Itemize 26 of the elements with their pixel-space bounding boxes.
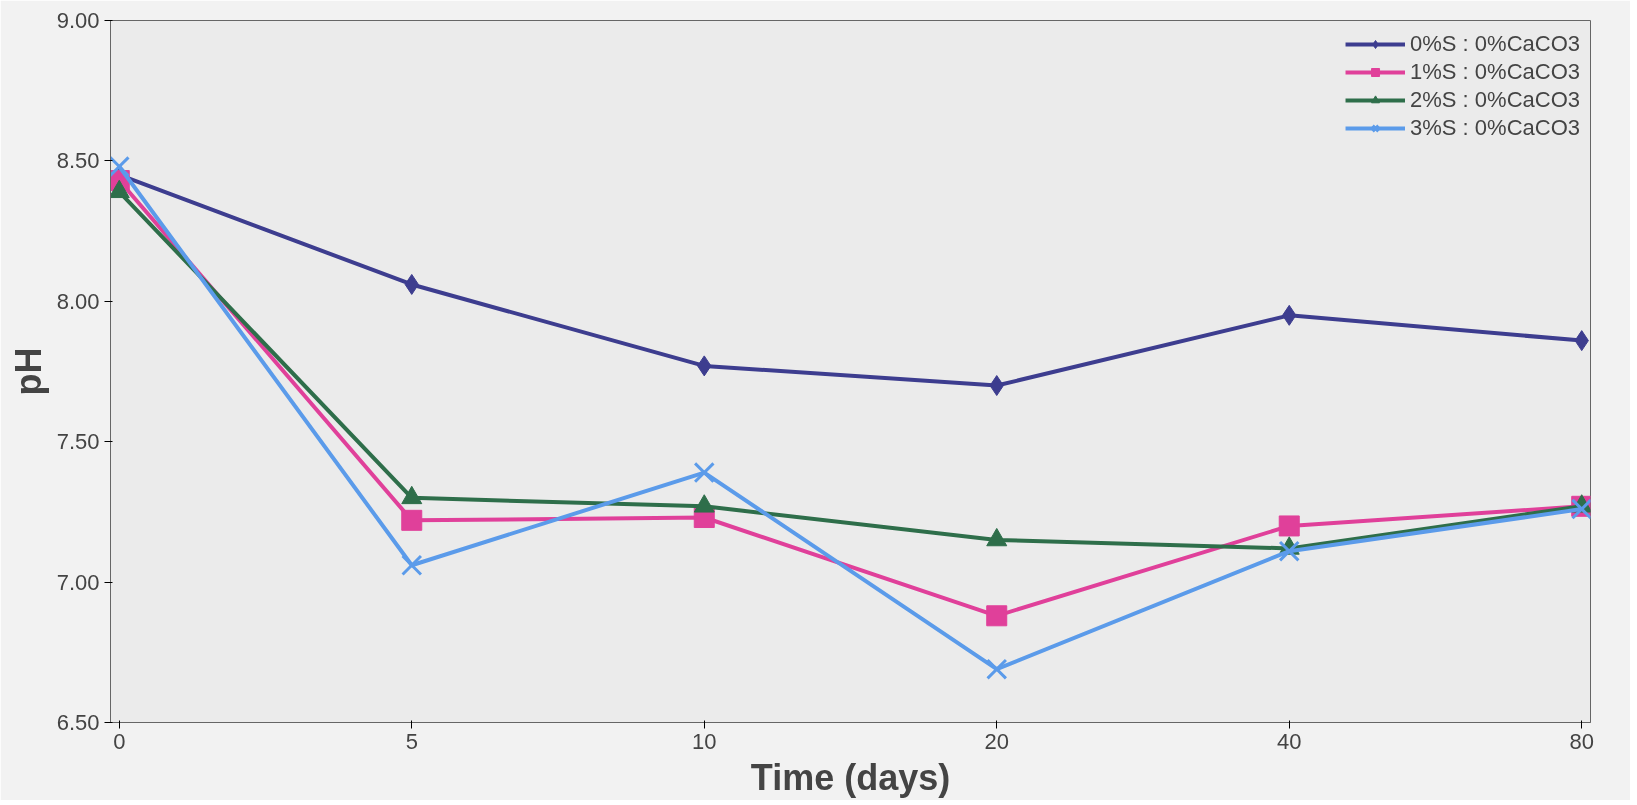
point xyxy=(1278,515,1300,537)
legend-label: 2%S : 0%CaCO3 xyxy=(1410,86,1580,114)
point xyxy=(693,461,715,484)
x-tick-label: 0 xyxy=(113,728,126,754)
x-tick-label: 20 xyxy=(984,728,1009,754)
point xyxy=(110,155,130,178)
legend-label: 0%S : 0%CaCO3 xyxy=(1410,30,1580,58)
point xyxy=(401,509,423,531)
y-tick-label: 7.00 xyxy=(56,569,100,595)
x-tick-label: 10 xyxy=(692,728,717,754)
x-tick-label: 5 xyxy=(405,728,418,754)
legend-label: 3%S : 0%CaCO3 xyxy=(1410,114,1580,142)
y-tick-label: 8.50 xyxy=(56,148,100,174)
legend-label: 1%S : 0%CaCO3 xyxy=(1410,58,1580,86)
x-tick-label: 80 xyxy=(1569,728,1594,754)
y-tick-label: 8.00 xyxy=(56,288,100,314)
point xyxy=(986,605,1008,627)
x-axis-title: Time (days) xyxy=(750,756,951,798)
point xyxy=(986,658,1008,680)
point xyxy=(1278,540,1300,562)
y-tick-label: 7.50 xyxy=(56,429,100,455)
y-axis-title: pH xyxy=(7,347,49,396)
y-tick-label: 6.50 xyxy=(56,710,100,735)
point xyxy=(401,554,423,576)
x-tick-label: 40 xyxy=(1277,728,1302,754)
y-tick-label: 9.00 xyxy=(56,8,100,33)
